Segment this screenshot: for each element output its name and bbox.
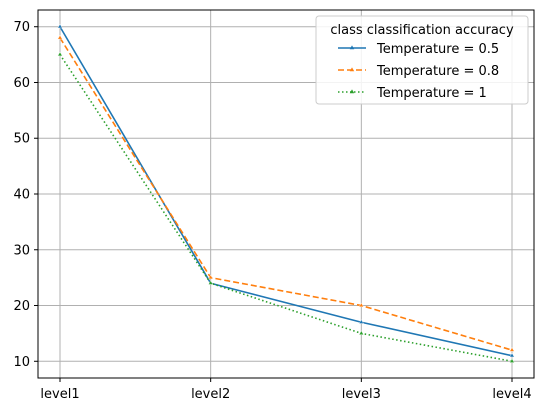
data-point [208,274,214,280]
series-group [57,23,515,363]
legend: class classification accuracy Temperatur… [315,15,529,105]
series-line [59,37,513,351]
y-tick-label: 20 [13,299,30,314]
data-point [509,347,515,352]
legend-label: Temperature = 0.5 [376,42,499,57]
data-point [509,358,515,363]
legend-marker [349,67,355,72]
legend-label: Temperature = 1 [376,86,487,101]
data-point [509,352,515,358]
legend-items: Temperature = 0.5 Temperature = 0.8 Temper… [338,42,499,101]
data-point [208,280,214,285]
y-axis: 10 20 30 40 50 60 70 [13,20,38,370]
x-tick-label: level1 [40,387,79,402]
y-tick-label: 10 [13,355,30,370]
y-tick-label: 30 [13,243,30,258]
y-tick-label: 60 [13,76,30,91]
data-point [358,319,364,324]
data-point [358,302,364,308]
y-tick-label: 50 [13,132,30,147]
y-tick-label: 40 [13,188,30,203]
x-axis: level1 level2 level3 level4 [40,378,532,402]
x-tick-label: level2 [191,387,230,402]
series-line [59,54,513,363]
data-point [57,51,63,57]
x-tick-label: level4 [492,387,531,402]
series-line [59,26,513,357]
legend-box [315,15,529,105]
x-tick-label: level3 [342,387,381,402]
legend-title: class classification accuracy [330,23,514,38]
data-point [57,34,63,40]
y-tick-label: 70 [13,20,30,35]
legend-marker [349,45,355,50]
legend-label: Temperature = 0.8 [376,64,499,79]
data-point [57,23,63,29]
data-point [358,330,364,335]
legend-marker [349,89,355,94]
